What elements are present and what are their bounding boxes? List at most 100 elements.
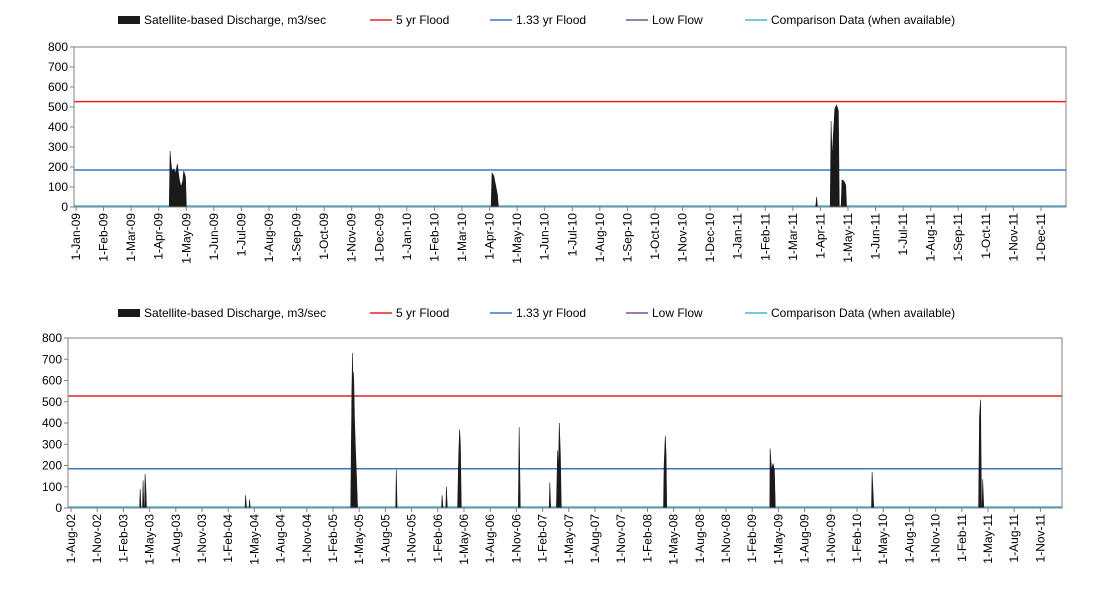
discharge-area — [139, 352, 985, 509]
x-tick-label: 1-May-08 — [667, 514, 681, 565]
legend-label-1: 5 yr Flood — [396, 306, 449, 320]
y-tick-label: 700 — [48, 60, 68, 74]
x-tick-label: 1-Oct-11 — [979, 213, 993, 259]
x-tick-label: 1-Feb-10 — [850, 514, 864, 563]
x-tick-label: 1-Aug-10 — [902, 514, 916, 564]
x-tick-label: 1-Aug-05 — [378, 514, 392, 564]
x-tick-label: 1-Jun-11 — [869, 213, 883, 260]
x-tick-label: 1-Oct-10 — [648, 213, 662, 260]
x-tick-label: 1-May-10 — [876, 514, 890, 565]
x-tick-label: 1-Feb-11 — [758, 213, 772, 261]
x-tick-label: 1-Aug-09 — [798, 514, 812, 564]
y-tick-label: 100 — [48, 180, 68, 194]
x-tick-label: 1-Dec-11 — [1034, 213, 1048, 262]
y-tick-label: 100 — [42, 480, 62, 494]
legend-label-3: Low Flow — [652, 13, 703, 27]
x-tick-label: 1-Mar-11 — [786, 213, 800, 261]
x-tick-label: 1-May-10 — [510, 213, 524, 264]
x-tick-label: 1-Oct-09 — [317, 213, 331, 260]
x-tick-label: 1-Nov-09 — [345, 213, 359, 263]
x-tick-label: 1-Jun-09 — [207, 213, 221, 261]
x-tick-label: 1-Feb-09 — [97, 213, 111, 262]
x-tick-label: 1-Nov-06 — [509, 514, 523, 564]
y-tick-label: 400 — [42, 416, 62, 430]
x-tick-label: 1-Dec-10 — [703, 213, 717, 263]
y-tick-label: 200 — [48, 160, 68, 174]
x-tick-label: 1-Feb-06 — [431, 514, 445, 563]
legend-label-2: 1.33 yr Flood — [516, 13, 586, 27]
x-tick-label: 1-Jan-10 — [400, 213, 414, 261]
x-tick-label: 1-Sep-09 — [290, 213, 304, 263]
x-tick-label: 1-Feb-08 — [640, 514, 654, 563]
x-tick-label: 1-Nov-02 — [90, 514, 104, 564]
x-tick-label: 1-Feb-03 — [116, 514, 130, 563]
x-tick-label: 1-Aug-08 — [693, 514, 707, 564]
y-tick-label: 300 — [42, 437, 62, 451]
legend-swatch-discharge — [118, 309, 140, 317]
x-tick-label: 1-Jun-10 — [538, 213, 552, 261]
x-tick-label: 1-Mar-10 — [455, 213, 469, 262]
x-tick-label: 1-Nov-10 — [929, 514, 943, 564]
x-tick-label: 1-Dec-09 — [372, 213, 386, 263]
x-tick-label: 1-Feb-05 — [326, 514, 340, 563]
y-tick-label: 600 — [42, 374, 62, 388]
legend-label-0: Satellite-based Discharge, m3/sec — [144, 13, 326, 27]
x-tick-label: 1-May-07 — [562, 514, 576, 565]
x-tick-label: 1-Feb-11 — [955, 514, 969, 562]
legend-label-4: Comparison Data (when available) — [771, 13, 955, 27]
x-tick-label: 1-Apr-11 — [813, 213, 827, 259]
x-tick-label: 1-Aug-09 — [262, 213, 276, 263]
x-tick-label: 1-Aug-11 — [924, 213, 938, 262]
x-tick-label: 1-Apr-09 — [152, 213, 166, 260]
x-tick-label: 1-Jul-11 — [896, 213, 910, 256]
x-tick-label: 1-May-03 — [143, 514, 157, 565]
x-tick-label: 1-May-11 — [841, 213, 855, 263]
legend-swatch-discharge — [118, 16, 140, 24]
y-tick-label: 800 — [48, 40, 68, 54]
legend-label-3: Low Flow — [652, 306, 703, 320]
y-tick-label: 200 — [42, 459, 62, 473]
y-tick-label: 300 — [48, 140, 68, 154]
x-tick-label: 1-May-09 — [179, 213, 193, 264]
x-tick-label: 1-Sep-10 — [620, 213, 634, 263]
x-tick-label: 1-Jan-09 — [69, 213, 83, 261]
y-tick-label: 0 — [61, 200, 68, 214]
y-tick-label: 400 — [48, 120, 68, 134]
x-tick-label: 1-Aug-11 — [1007, 514, 1021, 563]
legend-label-0: Satellite-based Discharge, m3/sec — [144, 306, 326, 320]
y-tick-label: 700 — [42, 352, 62, 366]
x-tick-label: 1-Jan-11 — [731, 213, 745, 260]
x-tick-label: 1-Nov-11 — [1033, 514, 1047, 563]
plot-frame — [73, 46, 1067, 208]
discharge-area — [168, 104, 847, 208]
x-tick-label: 1-Nov-05 — [405, 514, 419, 564]
x-tick-label: 1-Nov-08 — [719, 514, 733, 564]
legend-label-1: 5 yr Flood — [396, 13, 449, 27]
chart-2002-2011: Satellite-based Discharge, m3/sec 5 yr Fl… — [42, 306, 1063, 565]
x-tick-label: 1-Jul-09 — [234, 213, 248, 257]
x-tick-label: 1-May-11 — [981, 514, 995, 564]
x-tick-label: 1-Sep-11 — [951, 213, 965, 262]
x-tick-label: 1-Aug-10 — [593, 213, 607, 263]
legend-label-4: Comparison Data (when available) — [771, 306, 955, 320]
x-tick-label: 1-Nov-04 — [300, 514, 314, 564]
x-tick-label: 1-Feb-04 — [221, 514, 235, 563]
x-tick-label: 1-Feb-07 — [536, 514, 550, 563]
y-tick-label: 500 — [42, 395, 62, 409]
x-tick-label: 1-Feb-10 — [427, 213, 441, 262]
y-tick-label: 0 — [55, 501, 62, 515]
legend-label-2: 1.33 yr Flood — [516, 306, 586, 320]
x-tick-label: 1-Apr-10 — [483, 213, 497, 260]
x-tick-label: 1-Mar-09 — [124, 213, 138, 262]
chart-2009-2011: Satellite-based Discharge, m3/sec 5 yr Fl… — [48, 13, 1067, 264]
y-tick-label: 500 — [48, 100, 68, 114]
x-tick-label: 1-Nov-11 — [1006, 213, 1020, 262]
x-tick-label: 1-May-09 — [771, 514, 785, 565]
x-tick-label: 1-Nov-03 — [195, 514, 209, 564]
x-tick-label: 1-Aug-03 — [169, 514, 183, 564]
x-tick-label: 1-May-04 — [247, 514, 261, 565]
y-tick-label: 800 — [42, 331, 62, 345]
x-tick-label: 1-May-06 — [457, 514, 471, 565]
x-tick-label: 1-Aug-06 — [483, 514, 497, 564]
